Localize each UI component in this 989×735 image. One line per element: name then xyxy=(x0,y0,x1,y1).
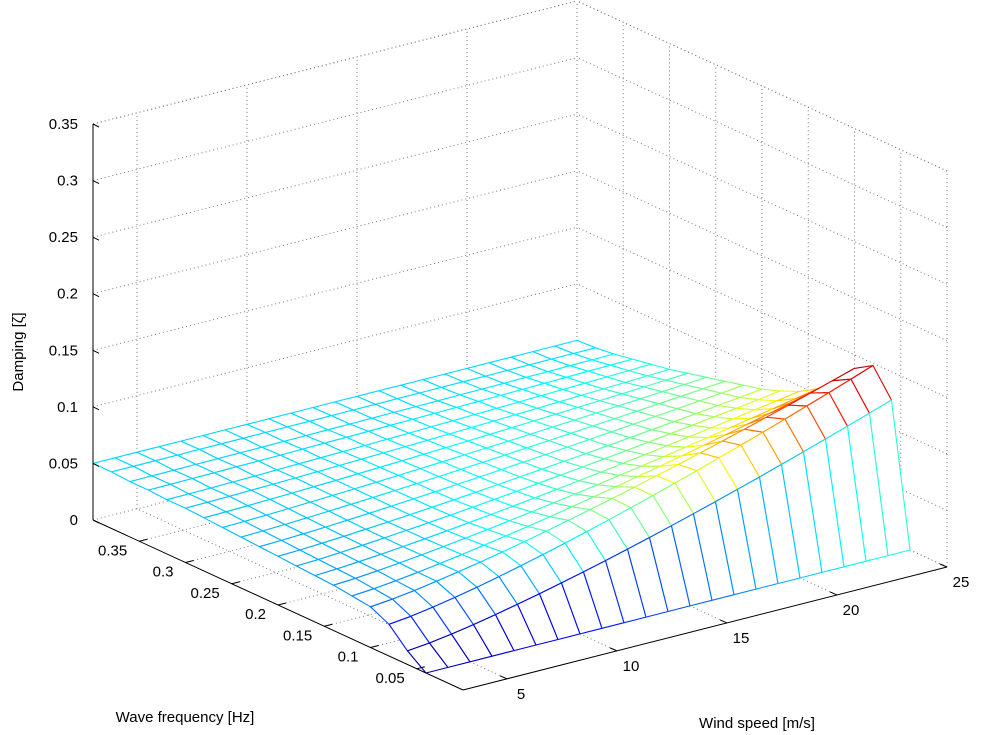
x-tick-label: 10 xyxy=(623,658,640,675)
z-tick xyxy=(92,180,100,185)
y-tick xyxy=(231,581,240,585)
x-axis-line xyxy=(462,566,948,691)
grid-line xyxy=(92,57,578,182)
x-tick xyxy=(829,591,838,596)
z-tick xyxy=(92,462,100,467)
grid-line xyxy=(576,57,948,229)
x-tick xyxy=(609,647,618,652)
y-tick-label: 0.05 xyxy=(376,670,405,687)
z-tick xyxy=(92,349,100,354)
y-tick xyxy=(324,623,333,627)
grid-line xyxy=(92,283,578,408)
x-tick-label: 5 xyxy=(517,686,525,703)
z-tick-label: 0.15 xyxy=(49,342,78,359)
z-tick-label: 0.1 xyxy=(57,399,78,416)
grid-line xyxy=(92,226,578,351)
x-tick xyxy=(499,675,508,680)
surface-mesh xyxy=(92,339,911,674)
z-tick-label: 0.05 xyxy=(49,455,78,472)
z-tick-label: 0 xyxy=(70,512,78,529)
x-tick-label: 15 xyxy=(733,630,750,647)
x-axis-title: Wind speed [m/s] xyxy=(699,715,815,732)
z-tick-label: 0.35 xyxy=(49,116,78,133)
z-tick xyxy=(92,293,100,298)
grid-line xyxy=(92,113,578,238)
y-tick xyxy=(277,602,287,606)
y-tick-label: 0.15 xyxy=(283,627,312,644)
grid-line xyxy=(576,113,948,285)
tick-labels: 00.050.10.150.20.250.30.350.050.10.150.2… xyxy=(49,116,970,703)
z-tick xyxy=(92,236,100,241)
z-axis-title: Damping [ζ] xyxy=(10,312,27,391)
z-tick-label: 0.25 xyxy=(49,229,78,246)
grid-line xyxy=(92,170,578,295)
y-axis-title: Wave frequency [Hz] xyxy=(116,709,255,726)
y-tick-label: 0.1 xyxy=(338,649,359,666)
y-tick xyxy=(139,538,148,542)
grid-line xyxy=(576,170,948,342)
z-tick xyxy=(92,519,100,524)
y-tick xyxy=(185,560,194,563)
y-tick-label: 0.3 xyxy=(153,564,174,581)
y-tick-label: 0.35 xyxy=(98,542,127,559)
x-tick-label: 20 xyxy=(843,602,860,619)
surface-cell xyxy=(868,399,911,557)
grid-line xyxy=(92,0,578,125)
z-tick xyxy=(92,406,100,411)
z-tick-label: 0.2 xyxy=(57,286,78,303)
z-tick-label: 0.3 xyxy=(57,173,78,190)
y-tick xyxy=(416,666,425,670)
y-tick-label: 0.2 xyxy=(245,606,266,623)
y-tick xyxy=(370,645,379,648)
x-tick xyxy=(939,563,948,568)
y-tick-label: 0.25 xyxy=(191,585,220,602)
z-tick xyxy=(92,123,100,128)
x-tick xyxy=(719,619,728,624)
x-tick-label: 25 xyxy=(953,574,970,591)
